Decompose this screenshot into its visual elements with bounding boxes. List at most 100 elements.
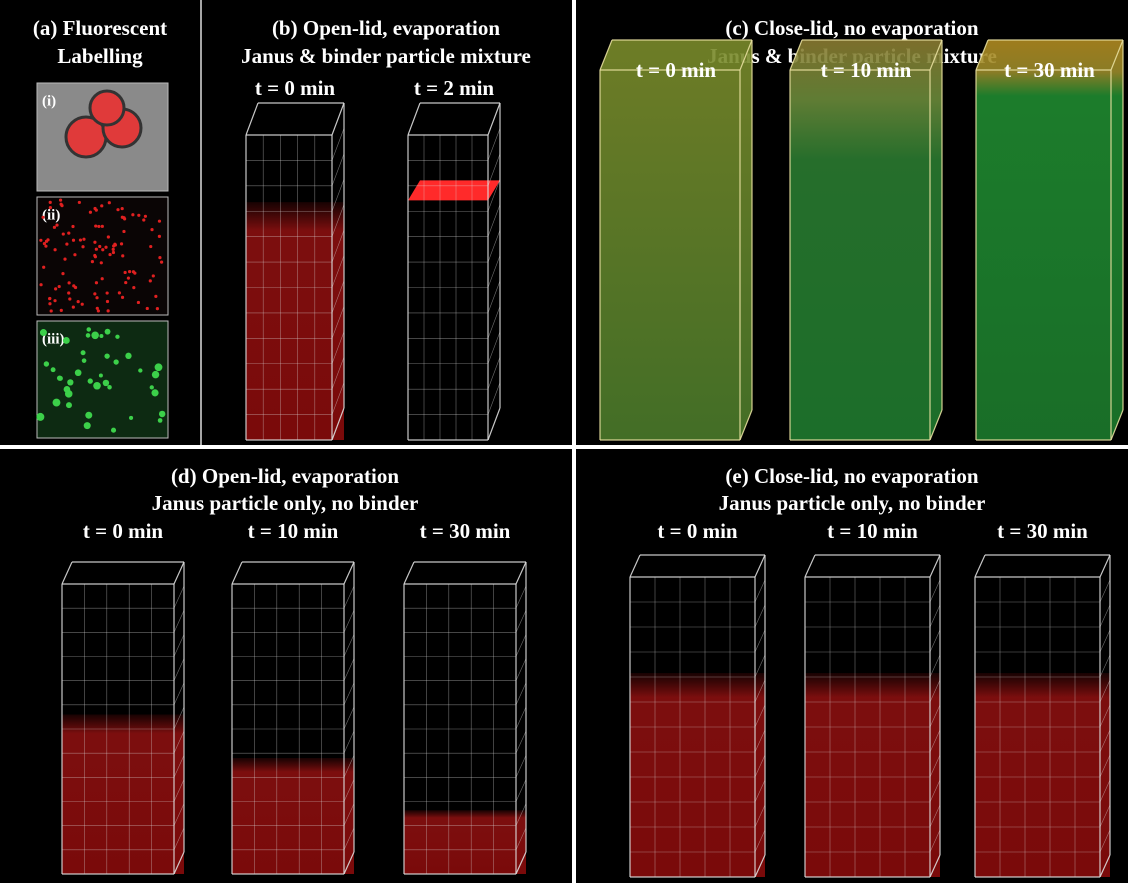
particle bbox=[128, 269, 132, 274]
particle bbox=[67, 379, 74, 386]
particle bbox=[107, 385, 112, 390]
box-edge bbox=[754, 729, 766, 753]
particle bbox=[125, 352, 132, 360]
box-edge bbox=[343, 586, 355, 609]
box-edge bbox=[515, 731, 527, 754]
box-edge bbox=[331, 255, 345, 288]
particle bbox=[120, 295, 125, 299]
box-edge bbox=[343, 731, 355, 754]
panel-title: Labelling bbox=[57, 44, 143, 68]
box-edge bbox=[754, 829, 766, 853]
box-edge bbox=[173, 658, 185, 681]
box-edge bbox=[1099, 779, 1111, 803]
particle bbox=[36, 412, 45, 421]
liquid bbox=[232, 758, 354, 874]
particle bbox=[138, 368, 143, 373]
box-edge bbox=[173, 851, 185, 875]
box-edge bbox=[515, 561, 527, 585]
particle bbox=[63, 257, 67, 261]
particle bbox=[151, 389, 159, 397]
box-edge bbox=[929, 704, 941, 728]
box-edge bbox=[1099, 854, 1111, 878]
particle bbox=[159, 260, 164, 264]
particle bbox=[82, 237, 86, 241]
box-edge bbox=[487, 280, 501, 314]
box-edge bbox=[929, 579, 941, 603]
particle bbox=[148, 279, 152, 283]
box-edge bbox=[754, 754, 766, 778]
box-edge bbox=[343, 706, 355, 730]
box-edge bbox=[173, 706, 185, 730]
box-edge bbox=[929, 779, 941, 803]
box-edge bbox=[331, 407, 345, 441]
particle bbox=[54, 287, 58, 291]
particle bbox=[149, 385, 154, 390]
box-edge bbox=[343, 658, 355, 681]
panel-title: (e) Close-lid, no evaporation bbox=[725, 464, 978, 488]
box-edge bbox=[1099, 754, 1111, 778]
time-label: t = 30 min bbox=[1004, 58, 1095, 82]
box-edge bbox=[929, 804, 941, 828]
insets: (i) (ii) (iii) bbox=[36, 82, 169, 439]
particle bbox=[145, 306, 149, 311]
sample-box bbox=[245, 102, 345, 441]
particle bbox=[120, 206, 124, 211]
box-edge bbox=[929, 854, 941, 878]
particle bbox=[100, 224, 104, 228]
time-label: t = 2 min bbox=[414, 76, 495, 100]
box-edge bbox=[739, 39, 753, 71]
particle bbox=[131, 270, 136, 274]
particle bbox=[94, 247, 98, 251]
box-edge bbox=[1099, 804, 1111, 828]
box-edge bbox=[331, 382, 345, 415]
particle bbox=[44, 239, 49, 243]
particle bbox=[136, 300, 141, 305]
particle bbox=[102, 379, 110, 387]
particle bbox=[104, 245, 108, 249]
panel-title: (c) Close-lid, no evaporation bbox=[725, 16, 978, 40]
liquid bbox=[976, 40, 1123, 440]
box-edge bbox=[515, 827, 527, 850]
particle bbox=[106, 235, 110, 239]
particle bbox=[132, 286, 136, 290]
box-edge bbox=[929, 604, 941, 628]
box-edge bbox=[515, 586, 527, 609]
box-edge bbox=[173, 682, 185, 705]
particle bbox=[71, 238, 76, 242]
panel-title: Janus particle only, no binder bbox=[719, 491, 986, 515]
box-edge bbox=[343, 610, 355, 633]
box-edge bbox=[515, 610, 527, 633]
box-edge bbox=[929, 754, 941, 778]
box-edge bbox=[487, 204, 501, 237]
particle bbox=[83, 422, 91, 430]
particle bbox=[67, 281, 71, 285]
time-label: t = 30 min bbox=[420, 519, 511, 543]
particle bbox=[158, 256, 162, 260]
sample-box bbox=[789, 39, 943, 441]
time-label: t = 0 min bbox=[83, 519, 164, 543]
box-edge bbox=[331, 204, 345, 237]
particle bbox=[48, 206, 52, 210]
particle bbox=[61, 232, 65, 236]
particle bbox=[93, 253, 97, 258]
sample-box bbox=[599, 39, 753, 441]
particle bbox=[39, 238, 43, 242]
panel-title: (a) Fluorescent bbox=[33, 16, 167, 40]
inset-label: (i) bbox=[42, 93, 56, 109]
box-edge bbox=[487, 306, 501, 339]
box-edge bbox=[515, 755, 527, 778]
particle bbox=[52, 225, 57, 229]
particle bbox=[93, 206, 97, 211]
particle bbox=[111, 250, 116, 255]
particle bbox=[96, 309, 100, 313]
particle bbox=[42, 241, 46, 246]
inset-label: (ii) bbox=[42, 207, 60, 223]
box-edge bbox=[331, 357, 345, 390]
box-edge bbox=[929, 729, 941, 753]
particle bbox=[93, 292, 97, 296]
box-edge bbox=[343, 803, 355, 826]
particle bbox=[122, 229, 126, 234]
box-edge bbox=[173, 803, 185, 826]
box-edge bbox=[343, 755, 355, 778]
particle bbox=[150, 228, 154, 232]
